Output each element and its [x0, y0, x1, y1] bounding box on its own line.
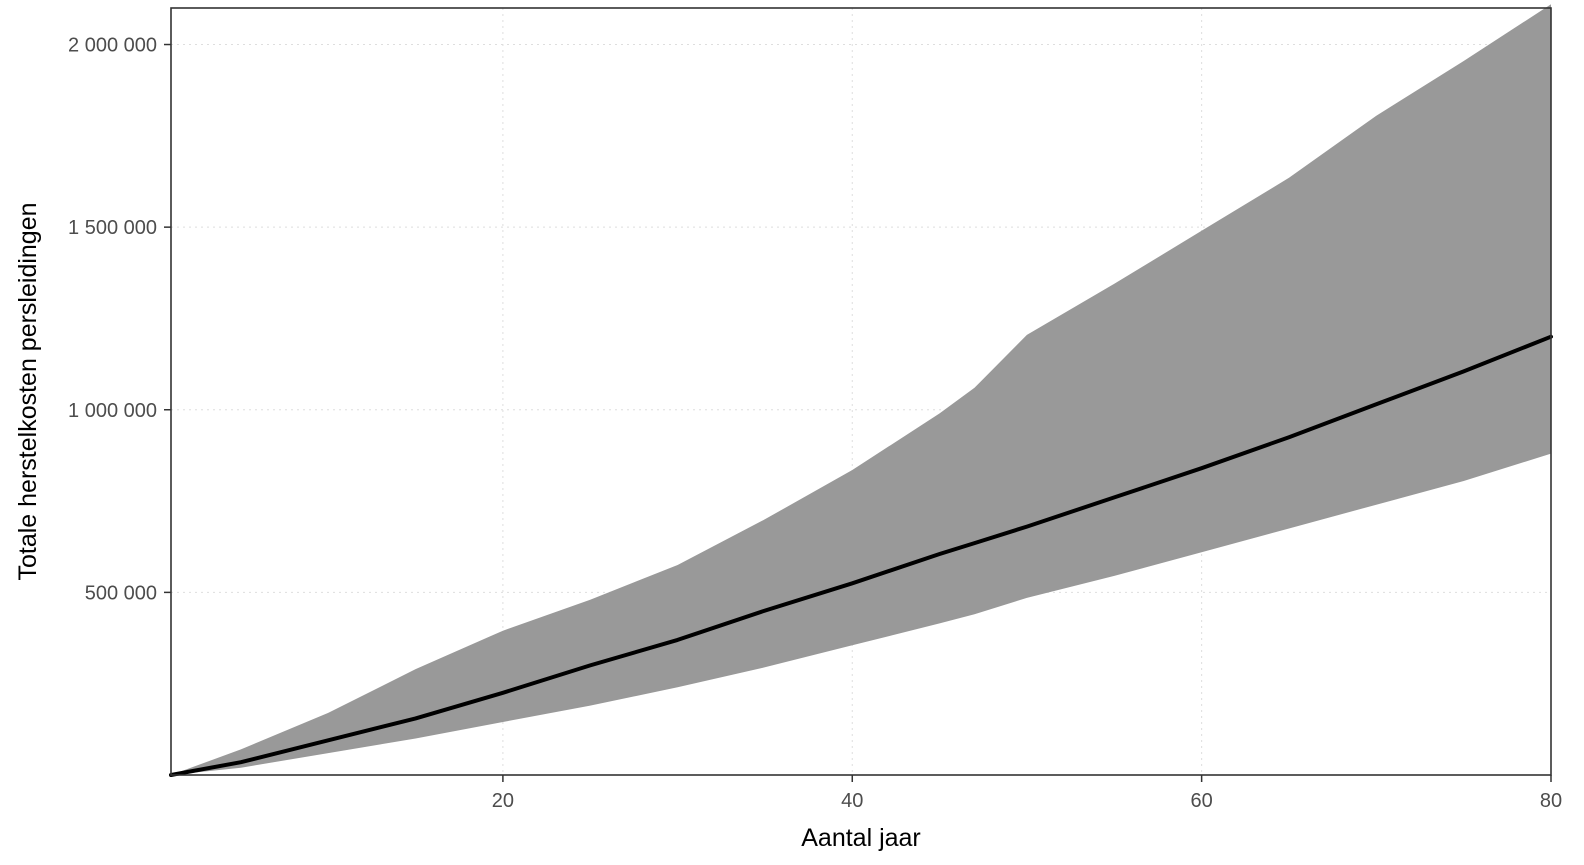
y-tick-label: 500 000 [85, 582, 157, 604]
x-tick-label: 60 [1191, 790, 1213, 812]
y-tick-label: 2 000 000 [68, 35, 157, 57]
x-tick-label: 20 [492, 790, 514, 812]
x-tick-label: 80 [1540, 790, 1562, 812]
median-line-layer [169, 334, 1553, 777]
y-tick-label: 1 500 000 [68, 217, 157, 239]
y-axis-ticks: 500 000 1 000 000 1 500 000 2 000 000 [68, 35, 171, 604]
y-axis-title: Totale herstelkosten persleidingen [14, 202, 42, 580]
y-tick-label: 1 000 000 [68, 400, 157, 422]
x-axis-ticks: 20 40 60 80 [492, 775, 1562, 812]
plot-panel-border [170, 7, 1552, 776]
median-line [169, 334, 1553, 777]
confidence-band [171, 4, 1551, 776]
confidence-band-layer [171, 4, 1551, 776]
x-tick-label: 40 [841, 790, 863, 812]
x-axis-title: Aantal jaar [801, 824, 921, 852]
